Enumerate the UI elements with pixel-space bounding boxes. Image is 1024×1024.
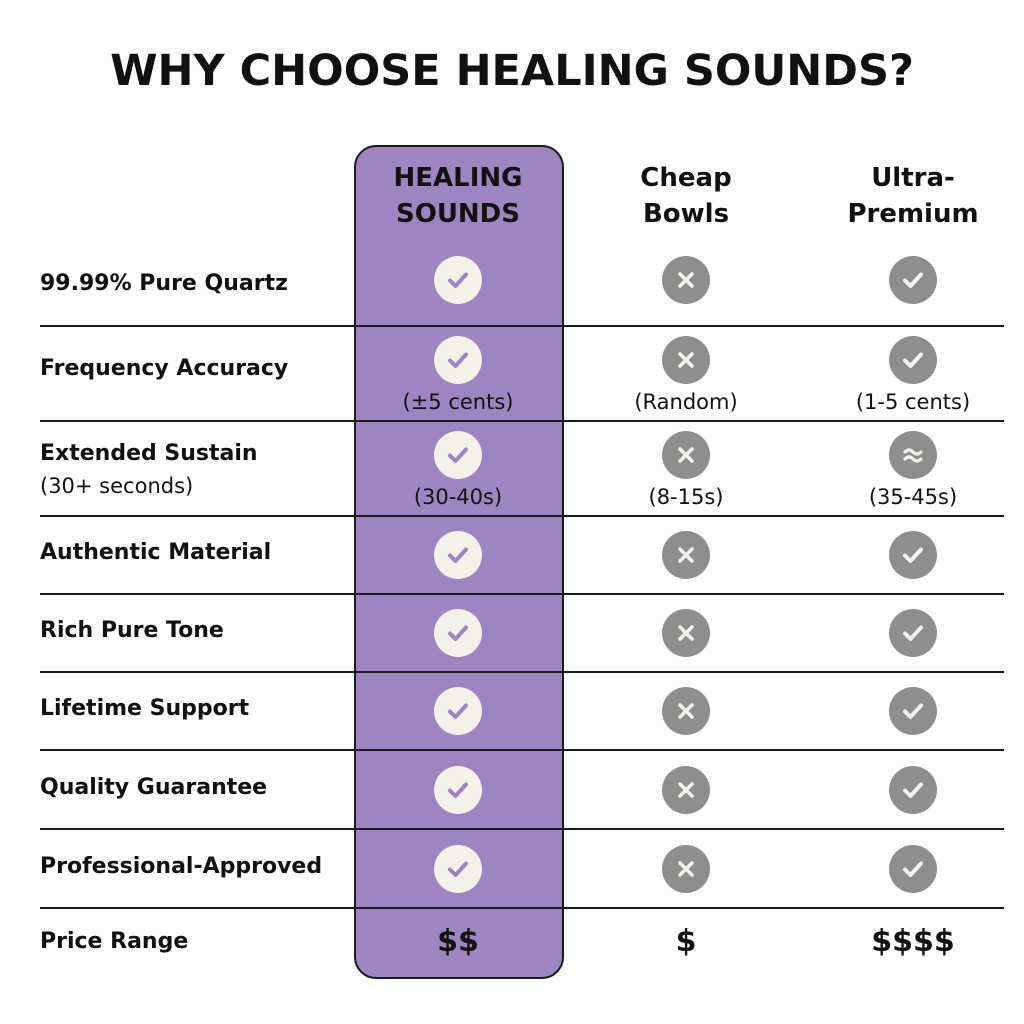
row-divider xyxy=(40,593,1004,595)
check-icon xyxy=(889,609,937,657)
comparison-cell xyxy=(799,609,1024,657)
comparison-cell xyxy=(799,844,1024,893)
check-icon xyxy=(889,336,937,384)
x-icon xyxy=(662,609,710,657)
feature-label: Frequency Accuracy xyxy=(40,356,288,381)
check-icon xyxy=(434,687,482,735)
comparison-cell: $ xyxy=(675,924,697,959)
feature-name: Rich Pure Tone xyxy=(40,618,224,643)
comparison-cell xyxy=(799,256,1024,304)
cell-note: (Random) xyxy=(634,390,738,414)
table-row: Professional-Approved xyxy=(0,829,1024,908)
feature-subtext: (30+ seconds) xyxy=(40,474,194,498)
row-divider xyxy=(40,325,1004,327)
check-icon xyxy=(434,609,482,657)
cell-note: (35-45s) xyxy=(868,485,958,509)
comparison-cell: (1-5 cents) xyxy=(799,336,1024,414)
row-divider xyxy=(40,828,1004,830)
check-icon xyxy=(889,687,937,735)
cell-note: (±5 cents) xyxy=(402,390,514,414)
x-icon xyxy=(662,531,710,579)
comparison-cell xyxy=(572,687,800,735)
comparison-cell: (35-45s) xyxy=(799,431,1024,509)
table-row: Frequency Accuracy (±5 cents) (Random) (1-5… xyxy=(0,326,1024,421)
x-icon xyxy=(662,765,710,814)
approx-icon xyxy=(889,431,937,479)
comparison-cell: (8-15s) xyxy=(572,431,800,509)
feature-label: Price Range xyxy=(40,929,188,954)
feature-name: 99.99% Pure Quartz xyxy=(40,270,288,296)
feature-name: Lifetime Support xyxy=(40,696,250,721)
feature-name: Extended Sustain xyxy=(40,441,258,466)
check-icon xyxy=(434,765,482,814)
comparison-cell xyxy=(799,765,1024,814)
table-row: Rich Pure Tone xyxy=(0,594,1024,672)
check-icon xyxy=(434,844,482,893)
check-icon xyxy=(889,256,937,304)
feature-label: Extended Sustain (30+ seconds) xyxy=(40,441,258,498)
feature-label: 99.99% Pure Quartz xyxy=(40,271,288,296)
column-header: HEALING SOUNDS xyxy=(393,163,523,229)
feature-label: Rich Pure Tone xyxy=(40,618,224,643)
feature-label: Authentic Material xyxy=(40,540,271,565)
comparison-cell xyxy=(344,531,572,579)
comparison-cell xyxy=(799,687,1024,735)
comparison-cell xyxy=(344,609,572,657)
comparison-cell: $$$$ xyxy=(871,924,955,959)
table-row: 99.99% Pure Quartz xyxy=(0,245,1024,326)
comparison-cell: (±5 cents) xyxy=(344,336,572,414)
feature-name: Quality Guarantee xyxy=(40,774,268,800)
comparison-cell xyxy=(572,765,800,814)
x-icon xyxy=(662,256,710,304)
row-divider xyxy=(40,671,1004,673)
row-divider xyxy=(40,749,1004,751)
feature-name: Price Range xyxy=(40,929,189,954)
cell-note: (8-15s) xyxy=(648,485,724,509)
cell-note: (30-40s) xyxy=(413,485,503,509)
page-title: WHY CHOOSE HEALING SOUNDS? xyxy=(110,46,914,96)
feature-label: Quality Guarantee xyxy=(40,775,267,800)
comparison-cell xyxy=(344,765,572,814)
comparison-cell: (30-40s) xyxy=(344,431,572,509)
check-icon xyxy=(434,531,482,579)
comparison-cell xyxy=(344,256,572,304)
row-divider xyxy=(40,515,1004,517)
check-icon xyxy=(434,256,482,304)
feature-name: Authentic Material xyxy=(40,540,272,565)
feature-label: Professional-Approved xyxy=(40,854,322,879)
x-icon xyxy=(662,844,710,893)
check-icon xyxy=(434,336,482,384)
comparison-cell xyxy=(799,531,1024,579)
x-icon xyxy=(662,336,710,384)
x-icon xyxy=(662,431,710,479)
table-row: Price Range $$ $ $$$$ xyxy=(0,908,1024,980)
cell-note: (1-5 cents) xyxy=(855,390,971,414)
comparison-cell: (Random) xyxy=(572,336,800,414)
check-icon xyxy=(434,431,482,479)
table-row: Authentic Material xyxy=(0,516,1024,594)
comparison-cell xyxy=(344,844,572,893)
comparison-cell xyxy=(344,687,572,735)
x-icon xyxy=(662,687,710,735)
comparison-cell xyxy=(572,256,800,304)
comparison-cell xyxy=(572,531,800,579)
table-row: Lifetime Support xyxy=(0,672,1024,750)
feature-label: Lifetime Support xyxy=(40,696,249,721)
feature-name: Frequency Accuracy xyxy=(40,356,289,381)
column-header: Ultra- Premium xyxy=(847,163,979,229)
column-header: Cheap Bowls xyxy=(640,163,732,229)
comparison-cell: $$ xyxy=(437,924,479,959)
check-icon xyxy=(889,765,937,814)
comparison-cell xyxy=(572,844,800,893)
feature-name: Professional-Approved xyxy=(40,853,323,879)
check-icon xyxy=(889,844,937,893)
table-row: Quality Guarantee xyxy=(0,750,1024,829)
table-row: Extended Sustain (30+ seconds) (30-40s) (8-… xyxy=(0,421,1024,516)
check-icon xyxy=(889,531,937,579)
row-divider xyxy=(40,420,1004,422)
comparison-cell xyxy=(572,609,800,657)
row-divider xyxy=(40,907,1004,909)
